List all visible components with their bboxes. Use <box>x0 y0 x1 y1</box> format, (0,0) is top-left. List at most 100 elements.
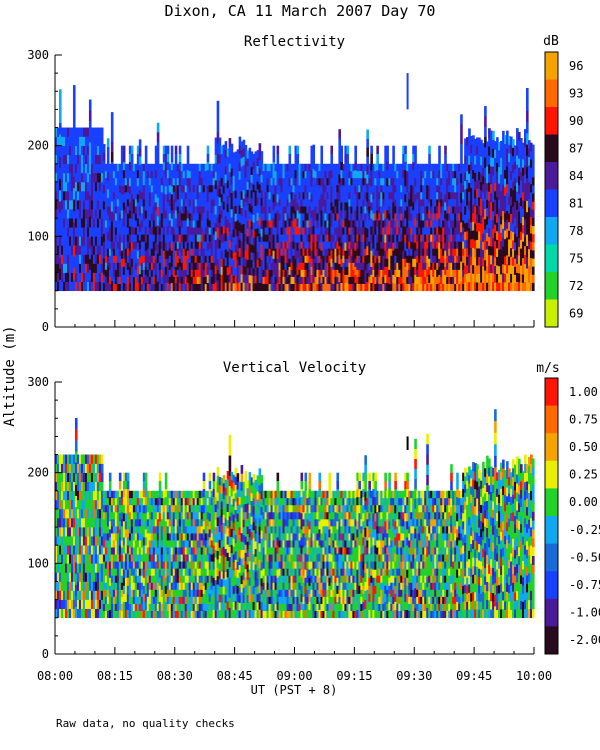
data-cell <box>264 283 268 292</box>
data-cell <box>106 138 110 148</box>
data-cell <box>396 248 399 256</box>
data-cell <box>102 596 106 604</box>
data-cell <box>364 234 367 242</box>
data-cell <box>110 568 114 576</box>
data-cell <box>102 209 106 218</box>
data-cell <box>116 533 120 541</box>
data-cell <box>134 227 138 235</box>
data-cell <box>316 262 320 270</box>
data-cell <box>264 192 268 200</box>
data-cell <box>532 193 535 202</box>
data-cell <box>100 499 104 510</box>
data-cell <box>94 200 98 210</box>
data-cell <box>148 184 152 193</box>
data-cell <box>176 163 180 172</box>
data-cell <box>92 154 96 165</box>
data-cell <box>158 170 162 179</box>
data-cell <box>384 202 387 211</box>
data-cell <box>388 170 391 179</box>
data-cell <box>66 245 70 255</box>
data-cell <box>60 608 64 619</box>
data-cell <box>160 283 164 292</box>
data-cell <box>492 139 495 149</box>
data-cell <box>202 269 206 277</box>
data-cell <box>234 159 238 168</box>
data-cell <box>240 141 244 150</box>
data-cell <box>456 199 459 207</box>
data-cell <box>70 499 74 510</box>
data-cell <box>450 199 453 207</box>
data-cell <box>244 177 248 186</box>
data-cell <box>532 250 535 259</box>
data-cell <box>248 155 252 164</box>
data-cell <box>516 200 519 210</box>
data-cell <box>494 224 497 233</box>
data-cell <box>106 540 110 548</box>
data-cell <box>186 258 190 267</box>
data-cell <box>502 175 505 185</box>
data-cell <box>310 234 314 243</box>
data-cell <box>506 264 509 274</box>
data-cell <box>72 454 76 464</box>
data-cell <box>84 200 88 210</box>
data-cell <box>172 170 176 179</box>
data-cell <box>104 177 108 186</box>
data-cell <box>132 177 136 186</box>
data-cell <box>150 269 154 277</box>
data-cell <box>506 281 509 292</box>
data-cell <box>122 218 126 227</box>
data-cell <box>82 608 86 619</box>
data-cell <box>94 572 98 582</box>
data-cell <box>66 191 70 201</box>
data-cell <box>236 204 240 213</box>
data-cell <box>402 234 405 243</box>
data-cell <box>88 269 92 281</box>
data-cell <box>272 210 276 219</box>
data-cell <box>122 258 126 267</box>
data-cell <box>70 172 74 183</box>
data-cell <box>57 490 60 501</box>
data-cell <box>524 245 527 256</box>
data-cell <box>292 163 296 172</box>
data-cell <box>158 213 162 221</box>
data-cell <box>306 248 310 256</box>
data-cell <box>144 194 148 203</box>
data-cell <box>94 272 98 282</box>
data-cell <box>66 581 70 591</box>
data-cell <box>246 189 250 198</box>
data-cell <box>57 499 60 510</box>
data-cell <box>55 536 58 546</box>
data-cell <box>178 266 182 275</box>
data-cell <box>94 172 98 183</box>
data-cell <box>142 269 146 277</box>
data-cell <box>66 172 70 183</box>
data-cell <box>514 153 517 162</box>
data-cell <box>470 239 473 249</box>
data-cell <box>68 563 72 573</box>
data-cell <box>258 200 262 210</box>
data-cell <box>64 454 68 464</box>
data-cell <box>458 269 461 277</box>
data-cell <box>442 276 445 284</box>
data-cell <box>238 230 242 240</box>
data-cell <box>174 145 178 155</box>
data-cell <box>82 499 86 510</box>
data-cell <box>108 537 112 546</box>
data-cell <box>470 230 473 240</box>
data-cell <box>198 269 202 277</box>
data-cell <box>142 199 146 207</box>
data-cell <box>100 490 104 501</box>
data-cell <box>396 206 399 214</box>
data-cell <box>78 236 82 246</box>
data-cell <box>58 472 62 483</box>
data-cell <box>55 572 58 582</box>
data-cell <box>88 226 92 238</box>
data-cell <box>356 192 359 200</box>
data-cell <box>192 213 196 221</box>
data-cell <box>276 169 280 179</box>
data-cell <box>60 181 64 192</box>
data-cell <box>62 200 66 210</box>
data-cell <box>60 508 64 519</box>
data-cell <box>274 241 278 249</box>
data-cell <box>106 172 110 181</box>
